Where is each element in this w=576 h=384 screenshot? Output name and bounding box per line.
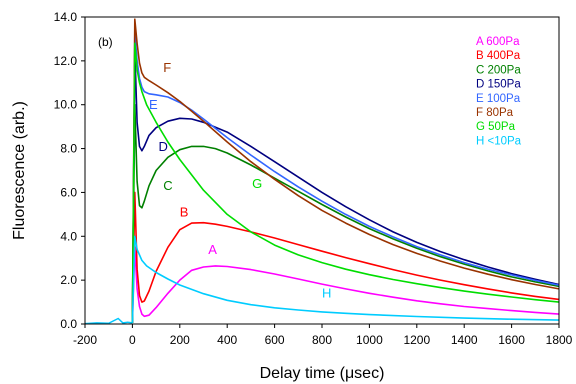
y-tick-label: 12.0	[54, 54, 78, 68]
legend-entry: C 200Pa	[476, 64, 521, 76]
x-tick-label: 200	[170, 333, 190, 347]
y-tick-label: 10.0	[54, 98, 78, 112]
y-axis-title: Fluorescence (arb.)	[11, 101, 28, 240]
series-line-h	[131, 235, 560, 323]
y-tick-label: 0.0	[60, 317, 77, 331]
legend: A 600Pa B 400Pa C 200Pa D 150Pa E 100Pa F 80P…	[476, 36, 522, 147]
legend-entry: B 400Pa	[476, 50, 521, 62]
x-tick-label: 0	[129, 333, 136, 347]
x-axis: -200 0 200 400 600 800 1000 1200 1400 1600 1800	[73, 324, 573, 347]
legend-entry: E 100Pa	[476, 93, 521, 105]
x-tick-label: 1800	[546, 333, 573, 347]
legend-entry: H <10Pa	[476, 135, 522, 147]
curve-label-h: H	[322, 286, 331, 301]
y-tick-label: 4.0	[60, 229, 77, 243]
x-tick-label: -200	[73, 333, 97, 347]
legend-entry: F 80Pa	[476, 107, 514, 119]
legend-entry: G 50Pa	[476, 121, 516, 133]
series-lines	[84, 18, 560, 325]
y-tick-label: 14.0	[54, 10, 78, 24]
curve-label-f: F	[163, 60, 171, 75]
curve-label-c: C	[163, 178, 172, 193]
curve-label-d: D	[158, 139, 167, 154]
legend-entry: D 150Pa	[476, 79, 521, 91]
y-tick-label: 6.0	[60, 185, 77, 199]
x-axis-title: Delay time (μsec)	[260, 365, 385, 382]
legend-entry: A 600Pa	[476, 36, 520, 48]
baseline-line	[84, 317, 133, 325]
y-axis: 0.0 2.0 4.0 6.0 8.0 10.0 12.0 14.0	[54, 10, 85, 331]
x-tick-label: 1400	[451, 333, 478, 347]
curve-label-a: A	[208, 242, 217, 257]
series-line-c	[131, 103, 560, 323]
series-line-g	[131, 42, 560, 323]
series-line-a	[131, 246, 560, 323]
x-tick-label: 400	[217, 333, 237, 347]
x-tick-label: 1600	[498, 333, 525, 347]
series-line-f	[131, 18, 560, 323]
x-tick-label: 800	[312, 333, 332, 347]
curve-label-b: B	[180, 205, 189, 220]
x-tick-label: 1200	[403, 333, 430, 347]
y-tick-label: 2.0	[60, 273, 77, 287]
curve-labels: A BC D E F G H	[149, 60, 331, 301]
y-tick-label: 8.0	[60, 142, 77, 156]
curve-label-e: E	[149, 97, 158, 112]
series-line-b	[131, 191, 560, 323]
series-line-d	[131, 49, 560, 323]
panel-label: (b)	[98, 35, 113, 49]
curve-label-g: G	[252, 176, 262, 191]
series-line-e	[131, 31, 560, 323]
x-tick-label: 1000	[356, 333, 383, 347]
x-tick-label: 600	[265, 333, 285, 347]
